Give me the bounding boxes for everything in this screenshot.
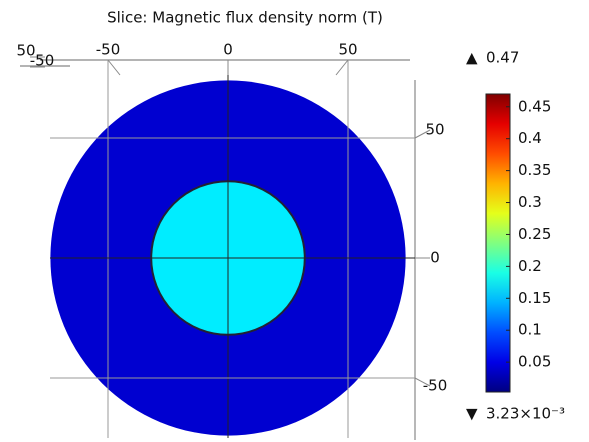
- max-marker: ▲: [466, 49, 478, 67]
- colorbar-tick-label: 0.05: [518, 353, 551, 371]
- colorbar-tick-label: 0.4: [518, 129, 542, 147]
- max-label: 0.47: [486, 49, 519, 67]
- y-tick-label: 50: [425, 121, 444, 139]
- x-tick-label: 50: [338, 41, 357, 59]
- min-marker: ▼: [466, 405, 478, 423]
- min-label: 3.23×10⁻³: [486, 405, 565, 423]
- colorbar-tick-label: 0.45: [518, 97, 551, 115]
- y-tick-label: 0: [430, 249, 440, 267]
- z-tick-label: -50: [30, 52, 55, 70]
- tick-mark: [108, 60, 120, 75]
- colorbar-tick-label: 0.2: [518, 257, 542, 275]
- chart-title: Slice: Magnetic flux density norm (T): [107, 9, 383, 27]
- tick-mark: [336, 60, 348, 75]
- chart: Slice: Magnetic flux density norm (T) ▲ …: [0, 0, 589, 442]
- colorbar-tick-label: 0.15: [518, 289, 551, 307]
- colorbar-tick-label: 0.1: [518, 321, 542, 339]
- x-tick-label: 0: [223, 41, 233, 59]
- y-tick-label: -50: [423, 377, 448, 395]
- colorbar-tick-label: 0.25: [518, 225, 551, 243]
- colorbar-tick-label: 0.35: [518, 161, 551, 179]
- x-tick-label: -50: [96, 41, 121, 59]
- colorbar-tick-label: 0.3: [518, 193, 542, 211]
